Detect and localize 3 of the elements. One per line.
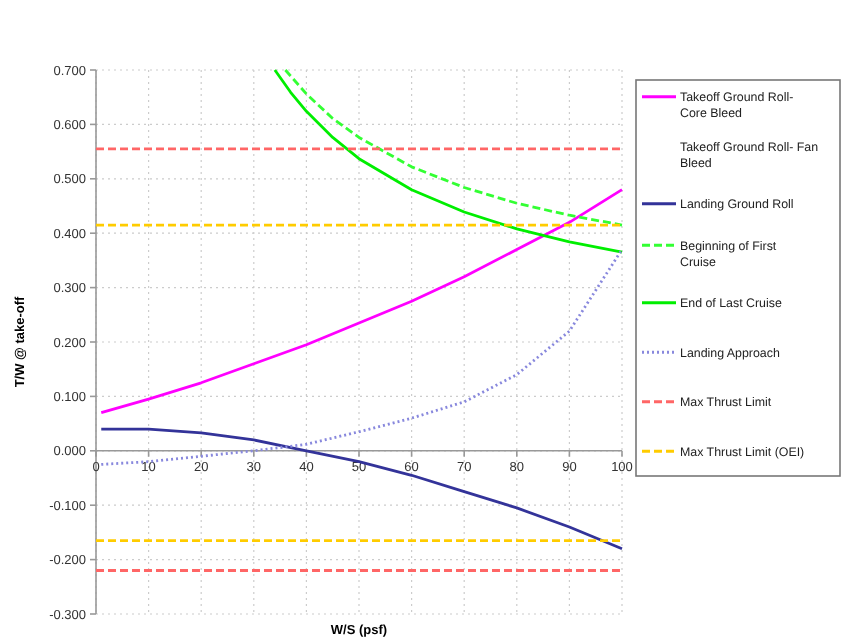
line-series <box>283 68 624 227</box>
line-series <box>273 68 624 254</box>
line-series <box>99 188 624 415</box>
